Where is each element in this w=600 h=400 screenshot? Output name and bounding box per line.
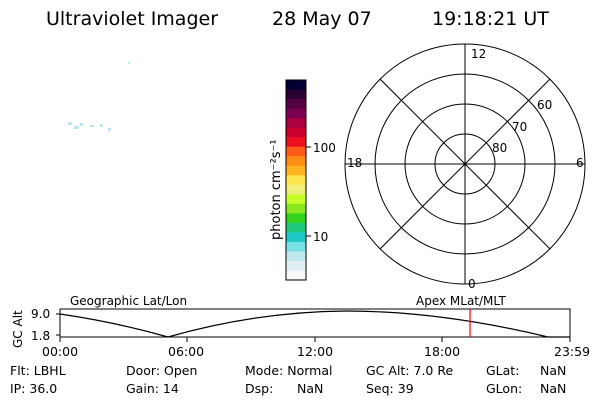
- colorbar-segment: [286, 99, 306, 110]
- y-tick-9: 9.0: [31, 307, 51, 321]
- x-tick-0600: 06:00: [168, 344, 205, 359]
- colorbar-segment: [286, 89, 306, 100]
- colorbar-segment: [286, 213, 306, 224]
- colorbar-segment: [286, 203, 306, 214]
- colorbar-segment: [286, 127, 306, 138]
- status-seq: Seq: 39: [366, 381, 414, 396]
- x-tick-0000: 00:00: [42, 344, 79, 359]
- mlt-label-12: 12: [471, 47, 487, 61]
- colorbar-segment: [286, 251, 306, 262]
- status-mode: Mode: Normal: [245, 363, 333, 378]
- image-speckles: [68, 62, 130, 131]
- timeline-left-title: Geographic Lat/Lon: [70, 294, 188, 308]
- time-label: 19:18:21 UT: [432, 8, 549, 30]
- altitude-curve: [59, 310, 570, 338]
- colorbar-segment: [286, 270, 306, 281]
- color-scale-bar: [286, 80, 306, 281]
- colorbar-segment: [286, 194, 306, 205]
- colorbar-segment: [286, 175, 306, 186]
- colorbar-tick-label-10: 10: [313, 230, 329, 244]
- colorbar-segment: [286, 260, 306, 272]
- colorbar-segment: [286, 146, 306, 157]
- colorbar-segment: [286, 118, 306, 129]
- status-glon: GLon:: [486, 381, 523, 396]
- lat-label-70: 70: [512, 120, 528, 134]
- y-tick-1-8: 1.8: [31, 329, 51, 343]
- timeline-right-title: Apex MLat/MLT: [416, 294, 506, 308]
- mlt-label-18: 18: [347, 156, 363, 170]
- status-ip: IP: 36.0: [10, 381, 58, 396]
- color-scale-frame: [285, 79, 307, 281]
- status-dsp-value: NaN: [297, 381, 324, 396]
- status-glon-value: NaN: [540, 381, 567, 396]
- colorbar-segment: [286, 241, 306, 253]
- status-glat-value: NaN: [540, 363, 567, 378]
- app-title: Ultraviolet Imager: [46, 8, 219, 30]
- colorbar-segment: [286, 165, 306, 176]
- colorbar-segment: [286, 222, 306, 233]
- lat-label-60: 60: [537, 98, 553, 112]
- colorbar-segment: [286, 232, 306, 243]
- timeline-y-axis-label: GC Alt: [11, 310, 25, 348]
- colorbar-unit-label: photon cm⁻²s⁻¹: [269, 139, 284, 240]
- mlt-label-0: 0: [468, 277, 476, 291]
- colorbar-segment: [286, 137, 306, 148]
- x-tick-1800: 18:00: [424, 344, 461, 359]
- status-filter: Flt: LBHL: [10, 363, 66, 378]
- colorbar-segment: [286, 184, 306, 195]
- x-tick-2359: 23:59: [554, 344, 591, 359]
- lat-label-80: 80: [492, 141, 508, 155]
- timeline-frame: [59, 308, 571, 338]
- colorbar-segment: [286, 108, 306, 119]
- status-door: Door: Open: [126, 363, 198, 378]
- date-label: 28 May 07: [272, 8, 372, 30]
- colorbar-segment: [286, 80, 306, 91]
- status-gc-alt: GC Alt: 7.0 Re: [366, 363, 454, 378]
- timeline-ticks: [56, 313, 571, 342]
- status-glat: GLat:: [486, 363, 520, 378]
- mlt-label-6: 6: [576, 156, 584, 170]
- colorbar-tick-label-100: 100: [313, 141, 336, 155]
- colorbar-segment: [286, 156, 306, 167]
- polar-diagonal-2: [379, 78, 551, 250]
- x-tick-1200: 12:00: [297, 344, 334, 359]
- status-dsp: Dsp:: [245, 381, 274, 396]
- polar-plot: [344, 43, 586, 285]
- status-gain: Gain: 14: [126, 381, 179, 396]
